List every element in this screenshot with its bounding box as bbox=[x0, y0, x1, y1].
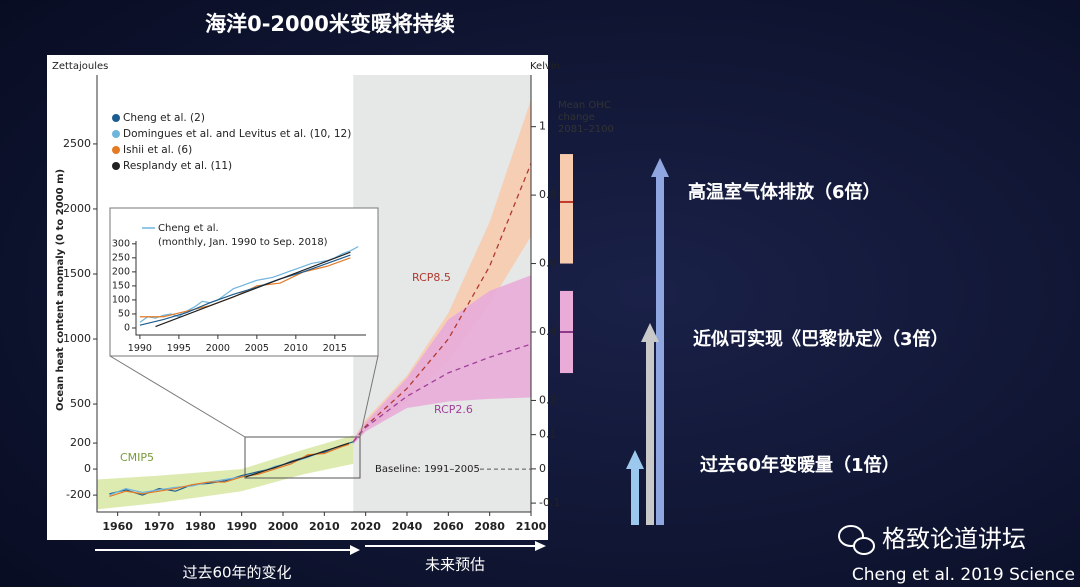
x-tick-label: 2100 bbox=[516, 520, 547, 533]
y-axis-label: Ocean heat content anomaly (0 to 2000 m) bbox=[55, 169, 66, 411]
x-tick-label: 2010 bbox=[309, 520, 340, 533]
arrow-head bbox=[651, 158, 669, 177]
y2-tick-label: 0.6 bbox=[539, 257, 557, 270]
band-label: RCP2.6 bbox=[434, 403, 473, 416]
y-tick-label: 50 bbox=[118, 308, 130, 319]
ohc-label: 2081–2100 bbox=[558, 124, 614, 135]
x-tick-label: 2015 bbox=[323, 343, 347, 354]
legend-label: Resplandy et al. (11) bbox=[123, 160, 232, 172]
y-unit: Zettajoules bbox=[52, 61, 108, 72]
legend-swatch bbox=[112, 162, 120, 170]
zoom-connector bbox=[109, 355, 246, 438]
arrow-head bbox=[535, 541, 546, 551]
x-tick-label: 1990 bbox=[128, 343, 152, 354]
y2-tick-label: 0 bbox=[539, 462, 546, 475]
legend-swatch bbox=[112, 114, 120, 122]
arrow-label: 近似可实现《巴黎协定》（3倍） bbox=[693, 328, 949, 350]
y-tick-label: 1500 bbox=[63, 267, 91, 280]
ohc-label: Mean OHC bbox=[558, 100, 611, 111]
y-tick-label: 2000 bbox=[63, 202, 91, 215]
band bbox=[353, 99, 531, 445]
projection-mean bbox=[352, 343, 532, 443]
period-label: 过去60年的变化 bbox=[182, 564, 291, 582]
x-tick-label: 2080 bbox=[474, 520, 505, 533]
ohc-range bbox=[560, 154, 573, 264]
arrow-shaft bbox=[656, 175, 664, 525]
x-tick-label: 2000 bbox=[206, 343, 230, 354]
y2-unit: Kelvin bbox=[530, 61, 560, 72]
band-label: RCP8.5 bbox=[412, 271, 451, 284]
legend-swatch bbox=[112, 146, 120, 154]
arrow-label: 过去60年变暖量（1倍） bbox=[700, 454, 900, 476]
arrow-shaft bbox=[631, 467, 639, 525]
series-line bbox=[155, 251, 351, 328]
slide-title: 海洋0-2000米变暖将持续 bbox=[205, 12, 455, 36]
x-tick-label: 2060 bbox=[433, 520, 464, 533]
y-tick-label: -200 bbox=[66, 488, 91, 501]
axis bbox=[96, 75, 532, 513]
x-tick-label: 1980 bbox=[185, 520, 216, 533]
brand: 格致论道讲坛 bbox=[882, 525, 1026, 553]
zoom-rect bbox=[244, 436, 361, 479]
arrow-shaft bbox=[646, 340, 654, 525]
legend-label: Cheng et al. bbox=[158, 223, 219, 234]
y2-tick-label: 1 bbox=[539, 120, 546, 133]
inset-panel bbox=[109, 207, 379, 357]
x-tick-label: 2040 bbox=[392, 520, 423, 533]
x-tick-label: 1995 bbox=[167, 343, 191, 354]
projection-mean bbox=[352, 163, 532, 443]
series-line bbox=[139, 254, 351, 326]
x-tick-label: 2000 bbox=[268, 520, 299, 533]
y2-tick-label: 0.8 bbox=[539, 188, 557, 201]
arrow-head bbox=[626, 450, 644, 469]
citation: Cheng et al. 2019 Science bbox=[852, 565, 1075, 585]
y-tick-label: 1000 bbox=[63, 332, 91, 345]
x-tick-label: 1970 bbox=[144, 520, 175, 533]
wechat-icon bbox=[838, 525, 875, 555]
legend-swatch bbox=[112, 130, 120, 138]
y2-tick-label: 0.2 bbox=[539, 393, 557, 406]
y2-tick-label: 0.4 bbox=[539, 325, 557, 338]
y-tick-label: 500 bbox=[70, 397, 91, 410]
y-tick-label: 0 bbox=[84, 462, 91, 475]
icon-bubble bbox=[838, 525, 864, 547]
y2-tick-label: 0.1 bbox=[539, 428, 557, 441]
y-tick-label: 300 bbox=[112, 238, 130, 249]
y-tick-label: 250 bbox=[112, 252, 130, 263]
zoom-connector bbox=[359, 355, 379, 438]
x-tick-label: 2010 bbox=[284, 343, 308, 354]
y-tick-label: 2500 bbox=[63, 137, 91, 150]
period-label: 未来预估 bbox=[425, 556, 485, 574]
arrows bbox=[626, 158, 669, 525]
y-tick-label: 100 bbox=[112, 294, 130, 305]
series-line bbox=[245, 442, 350, 478]
legend-label: Ishii et al. (6) bbox=[123, 144, 192, 156]
arrow-head bbox=[641, 323, 659, 342]
band bbox=[353, 275, 531, 445]
arrow-head bbox=[350, 545, 360, 555]
y-tick-label: 150 bbox=[112, 280, 130, 291]
y-tick-label: 200 bbox=[70, 436, 91, 449]
x-tick-label: 2020 bbox=[350, 520, 381, 533]
legend-note: (monthly, Jan. 1990 to Sep. 2018) bbox=[158, 237, 328, 248]
legend-label: Cheng et al. (2) bbox=[123, 112, 205, 124]
icon-bubble bbox=[853, 537, 875, 555]
series-line bbox=[139, 257, 351, 318]
ohc-label: change bbox=[558, 112, 595, 123]
y-tick-label: 0 bbox=[124, 322, 130, 333]
baseline-label: Baseline: 1991–2005 bbox=[375, 464, 480, 475]
y2-tick-label: -0.1 bbox=[539, 496, 560, 509]
arrow-label: 高温室气体排放（6倍） bbox=[688, 181, 881, 203]
inset-chart: 1990 1995 2000 2005 2010 2015 0 50 100 150 200 250 3… bbox=[112, 223, 366, 354]
zoom-box bbox=[109, 207, 379, 479]
x-tick-label: 2005 bbox=[245, 343, 269, 354]
band-label: CMIP5 bbox=[120, 451, 154, 464]
y-tick-label: 200 bbox=[112, 266, 130, 277]
legend-label: Domingues et al. and Levitus et al. (10,… bbox=[123, 128, 351, 140]
x-tick-label: 1960 bbox=[102, 520, 133, 533]
x-tick-label: 1990 bbox=[226, 520, 257, 533]
